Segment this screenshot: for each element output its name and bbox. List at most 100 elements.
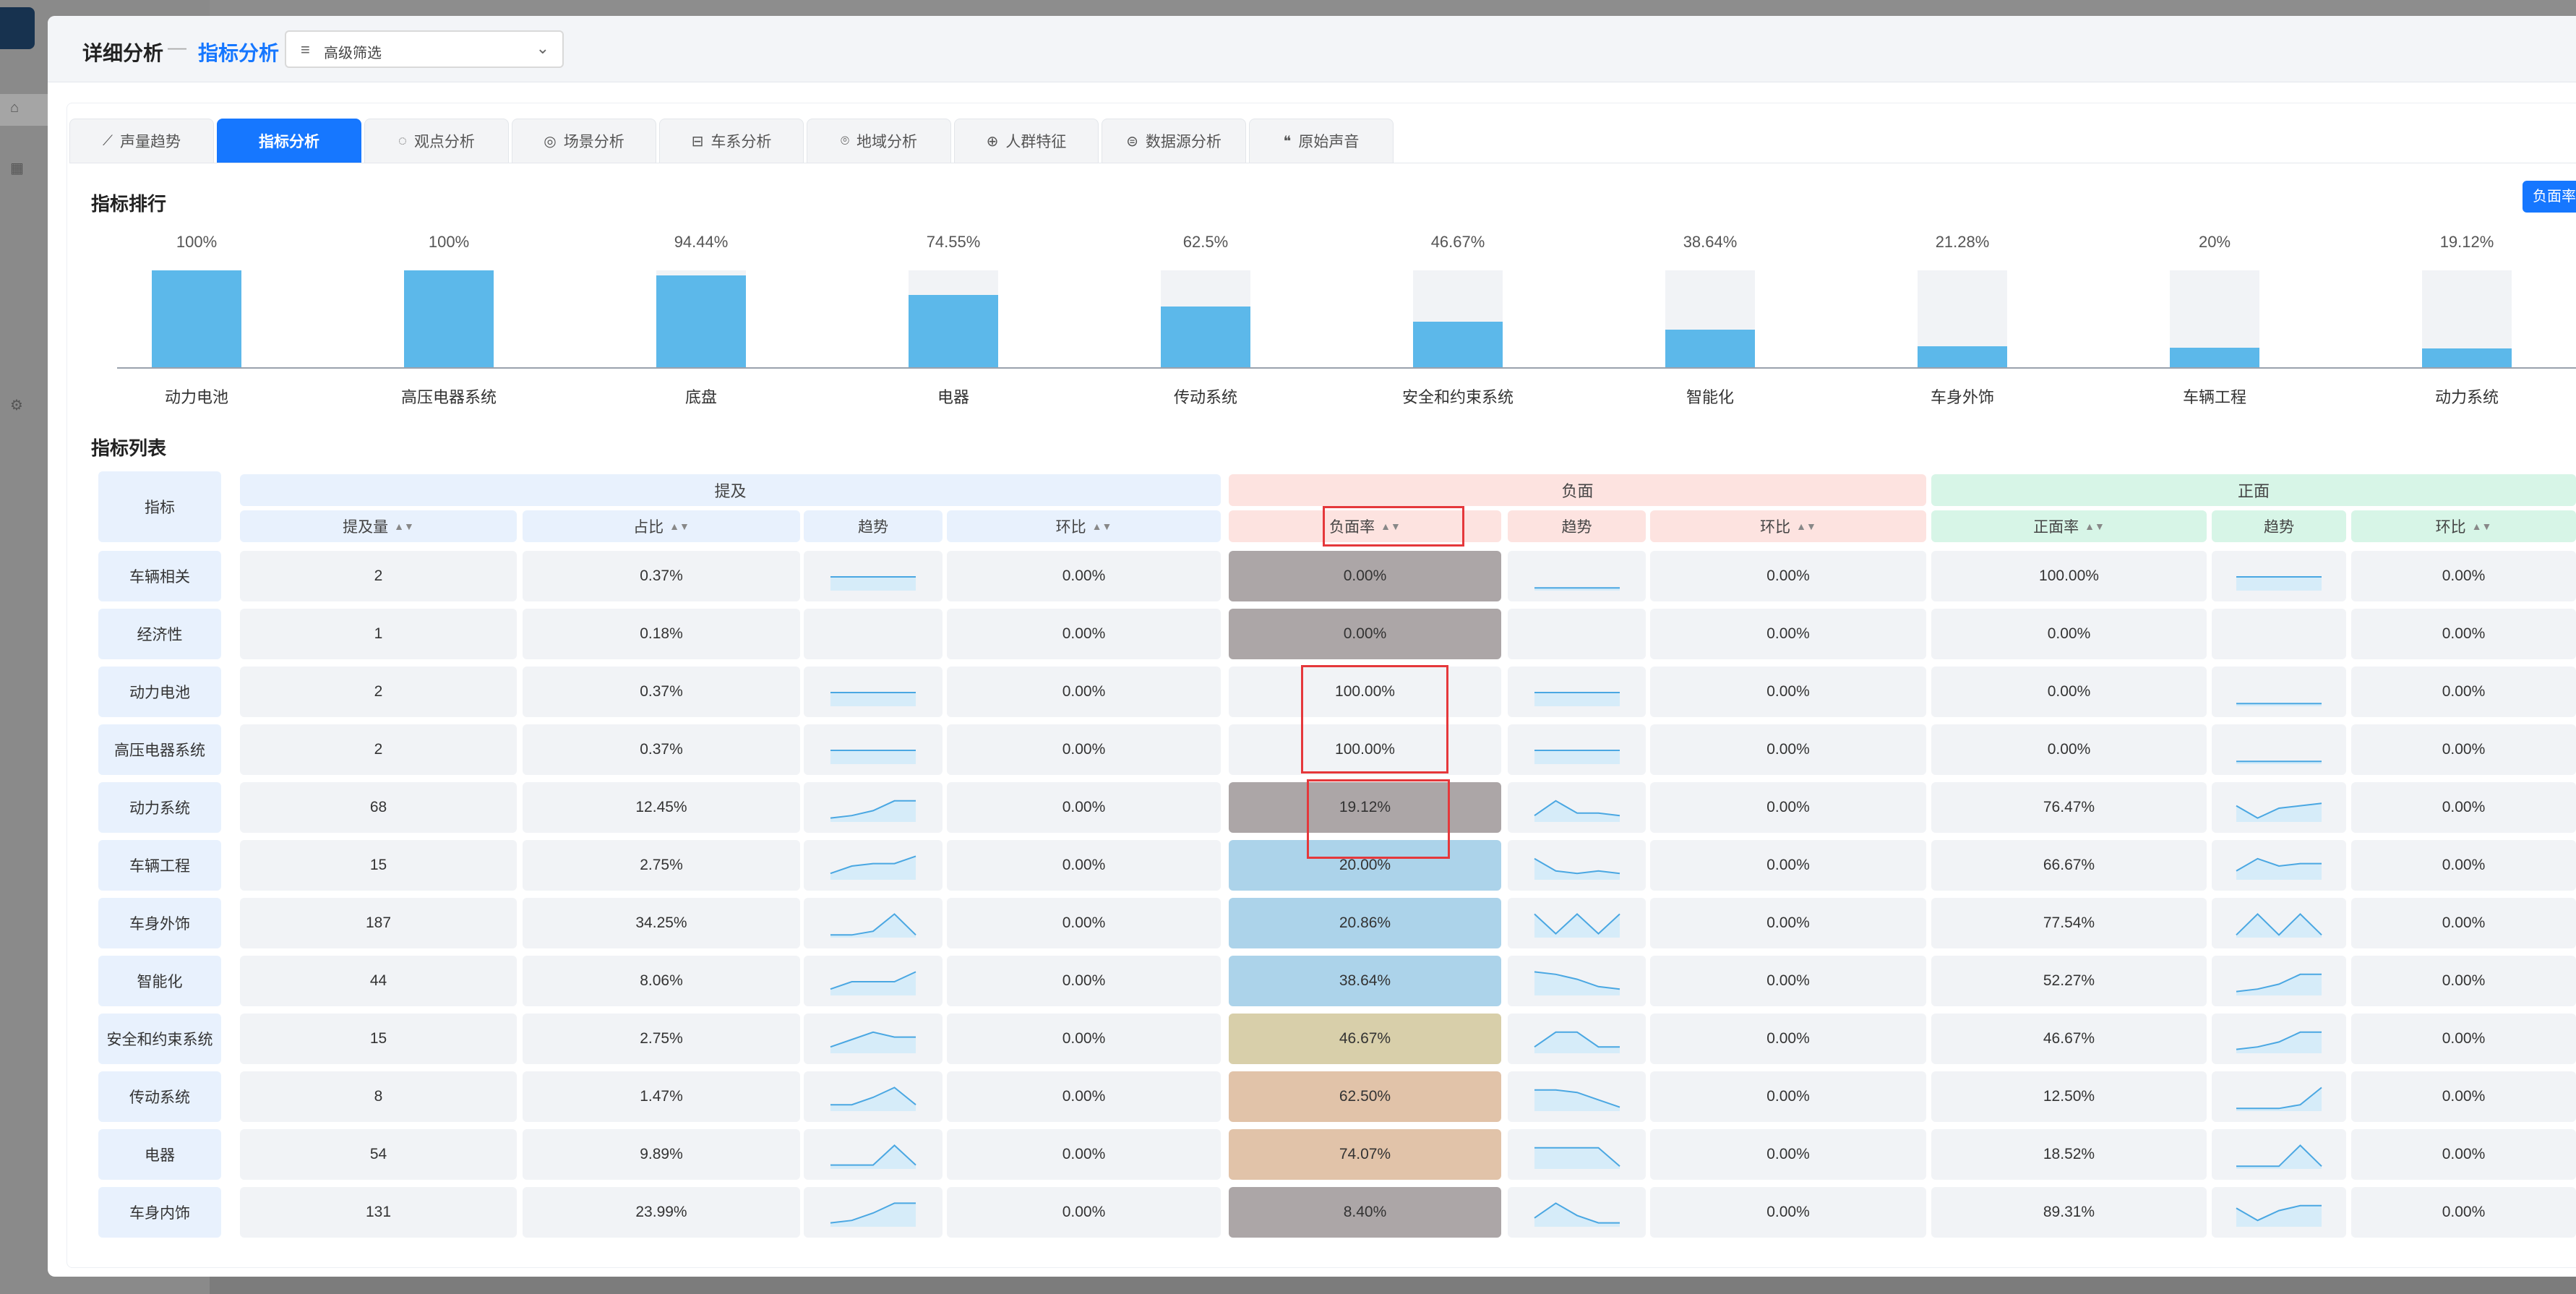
cell-mention-mom-text: 0.00%: [1062, 1146, 1106, 1162]
sparkline-line: [2236, 1144, 2322, 1167]
cell-negative-rate-text: 20.86%: [1339, 914, 1391, 931]
bar[interactable]: [404, 270, 494, 367]
cell-mention-mom-text: 0.00%: [1062, 1088, 1106, 1105]
row-indicator-name[interactable]: 车辆工程: [98, 840, 221, 891]
bar[interactable]: [1665, 330, 1755, 367]
sparkline-line: [2236, 1087, 2322, 1110]
column-header[interactable]: 占比 ▲▼: [523, 510, 800, 542]
row-indicator-name-text: 安全和约束系统: [106, 1032, 213, 1048]
sparkline: [1534, 857, 1620, 880]
sparkline: [1534, 971, 1620, 995]
column-header[interactable]: 提及量 ▲▼: [240, 510, 517, 542]
sparkline-area: [2236, 914, 2322, 938]
sparkline-line: [2236, 913, 2322, 936]
cell-positive-mom-text: 0.00%: [2442, 625, 2486, 642]
sparkline-area: [2236, 858, 2322, 880]
cell-share: 23.99%: [523, 1187, 800, 1238]
column-header[interactable]: 正面率 ▲▼: [1931, 510, 2207, 542]
cell-positive-rate-text: 46.67%: [2043, 1030, 2095, 1047]
row-indicator-name[interactable]: 安全和约束系统: [98, 1014, 221, 1064]
bar[interactable]: [2170, 348, 2259, 367]
indicator-table: 指标 提及 负面 正面 提及量 ▲▼ 占比 ▲▼ 趋势 环比 ▲▼ 负面率 ▲▼ 趋势 环比 ▲▼ 正面率 ▲▼ 趋…: [48, 455, 2576, 1251]
row-indicator-name-text: 车辆相关: [129, 569, 190, 586]
bar[interactable]: [1918, 346, 2007, 367]
tab-9[interactable]: ❝ 原始声音: [1249, 119, 1394, 163]
sparkline-area: [1534, 972, 1620, 995]
row-indicator-name[interactable]: 车身外饰: [98, 898, 221, 948]
cell-share: 34.25%: [523, 898, 800, 948]
bar[interactable]: [1161, 307, 1250, 367]
sort-icon[interactable]: ▲▼: [394, 520, 414, 532]
cell-positive-mom: 0.00%: [2351, 782, 2576, 833]
sort-icon[interactable]: ▲▼: [1796, 520, 1816, 532]
row-indicator-name[interactable]: 智能化: [98, 956, 221, 1006]
cell-positive-trend: [2212, 551, 2346, 601]
cell-positive-trend: [2212, 1187, 2346, 1238]
column-header[interactable]: 环比 ▲▼: [947, 510, 1221, 542]
tab-1[interactable]: ⟋ 声量趋势: [69, 119, 214, 163]
row-indicator-name[interactable]: 动力系统: [98, 782, 221, 833]
sort-icon[interactable]: ▲▼: [1381, 520, 1401, 532]
row-indicator-name[interactable]: 电器: [98, 1129, 221, 1180]
sparkline: [2236, 802, 2322, 822]
cell-positive-rate: 0.00%: [1931, 609, 2207, 659]
cell-negative-rate-text: 74.07%: [1339, 1146, 1391, 1162]
cell-mention-trend: [804, 898, 943, 948]
row-indicator-name[interactable]: 动力电池: [98, 667, 221, 717]
column-header[interactable]: 环比 ▲▼: [2351, 510, 2576, 542]
bar[interactable]: [152, 270, 241, 367]
sort-icon[interactable]: ▲▼: [2471, 520, 2492, 532]
tab-2[interactable]: 指标分析: [217, 119, 361, 163]
tab-6[interactable]: ⌾ 地域分析: [807, 119, 951, 163]
bar-category-label: 底盘: [684, 388, 717, 406]
column-header[interactable]: 环比 ▲▼: [1650, 510, 1926, 542]
bar-category-label: 车身外饰: [1930, 388, 1994, 406]
sparkline-line: [830, 1144, 916, 1166]
tab-5[interactable]: ⊟ 车系分析: [659, 119, 804, 163]
column-header[interactable]: 负面率 ▲▼: [1229, 510, 1501, 542]
row-indicator-name[interactable]: 高压电器系统: [98, 724, 221, 775]
sparkline: [1533, 913, 1620, 938]
cell-mention-count: 2: [240, 551, 517, 601]
tab-8[interactable]: ⊜ 数据源分析: [1102, 119, 1246, 163]
sparkline-line: [1533, 1202, 1620, 1224]
bar[interactable]: [656, 275, 746, 367]
sort-icon[interactable]: ▲▼: [669, 520, 690, 532]
bar[interactable]: [909, 295, 998, 367]
sparkline: [1534, 750, 1620, 764]
bar-track: [152, 270, 241, 367]
bar[interactable]: [1413, 322, 1503, 367]
cell-share: 8.06%: [523, 956, 800, 1006]
sparkline-line: [830, 971, 916, 990]
sort-icon[interactable]: ▲▼: [1091, 520, 1112, 532]
row-indicator-name-text: 智能化: [137, 974, 183, 990]
cell-positive-trend: [2212, 898, 2346, 948]
cell-negative-rate: 62.50%: [1229, 1071, 1501, 1122]
negative-rate-sort-button[interactable]: 负面率: [2523, 181, 2576, 213]
tab-3[interactable]: ◌ 观点分析: [364, 119, 509, 163]
row-indicator-name[interactable]: 车身内饰: [98, 1187, 221, 1238]
filter-placeholder: 高级筛选: [324, 46, 382, 61]
tab-7[interactable]: ⊕ 人群特征: [954, 119, 1099, 163]
sparkline: [2236, 760, 2322, 764]
cell-mention-count-text: 8: [374, 1088, 383, 1105]
cell-share: 0.18%: [523, 609, 800, 659]
bar[interactable]: [2422, 348, 2512, 367]
advanced-filter-select[interactable]: ≡ 高级筛选 ⌄: [285, 30, 564, 68]
bar-track: [404, 270, 494, 367]
breadcrumb-parent[interactable]: 详细分析: [82, 42, 164, 64]
sparkline: [1533, 1202, 1620, 1227]
background-window-strip: [0, 0, 2576, 16]
row-indicator-name[interactable]: 传动系统: [98, 1071, 221, 1122]
cell-mention-mom: 0.00%: [947, 724, 1221, 775]
sparkline-line: [1534, 971, 1620, 990]
highlight-box-sort-header: [1323, 506, 1464, 547]
row-indicator-name[interactable]: 车辆相关: [98, 551, 221, 601]
row-indicator-name[interactable]: 经济性: [98, 609, 221, 659]
cell-share: 0.37%: [523, 724, 800, 775]
cell-negative-mom: 0.00%: [1650, 1014, 1926, 1064]
sort-icon[interactable]: ▲▼: [2085, 520, 2105, 532]
cell-positive-mom: 0.00%: [2351, 1187, 2576, 1238]
tab-4[interactable]: ◎ 场景分析: [512, 119, 656, 163]
bar-track: [656, 270, 746, 367]
